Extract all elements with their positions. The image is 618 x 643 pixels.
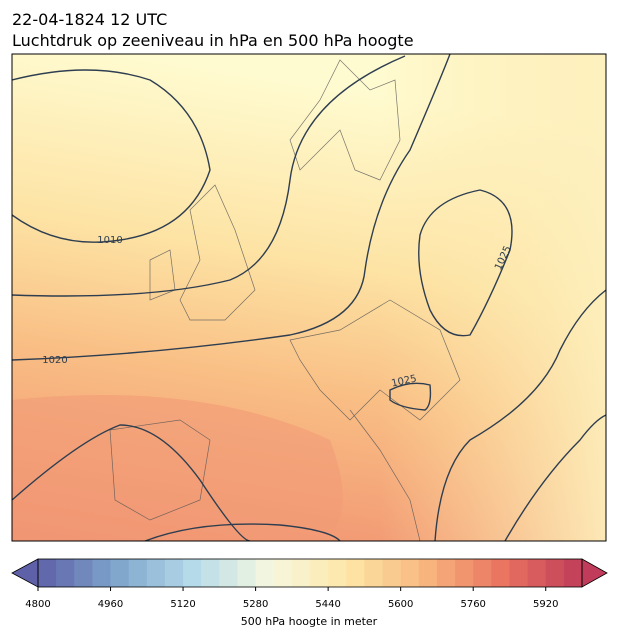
colorbar-tick-label: 5280 — [243, 599, 268, 610]
colorbar-segment — [509, 559, 529, 587]
colorbar-segment — [273, 559, 293, 587]
isobar — [12, 424, 251, 541]
colorbar-segment — [364, 559, 384, 587]
colorbar-segment — [310, 559, 329, 587]
colorbar-segment — [545, 559, 565, 587]
colorbar-segment — [418, 559, 438, 587]
contour-label: 1020 — [42, 355, 67, 366]
map-frame — [11, 53, 607, 542]
colorbar-segment — [128, 559, 148, 587]
isobar — [504, 414, 606, 541]
colorbar-segment — [237, 559, 257, 587]
subtitle: Luchtdruk op zeeniveau in hPa en 500 hPa… — [12, 31, 414, 50]
contour-label: 1025 — [391, 373, 418, 389]
isobar — [418, 189, 513, 337]
colorbar-segment — [328, 559, 347, 587]
colorbar-segment — [255, 559, 275, 587]
colorbar: 4800 4960 5120 5280 5440 5600 5760 5920 — [11, 558, 608, 610]
colorbar-segment — [382, 559, 402, 587]
title: 22-04-1824 12 UTC — [12, 10, 167, 29]
colorbar-segment — [164, 559, 184, 587]
height-field — [380, 54, 606, 541]
height-field — [12, 395, 343, 541]
isobar — [389, 382, 432, 411]
isobar — [144, 523, 341, 541]
isobar — [12, 69, 211, 243]
colorbar-segment — [110, 559, 130, 587]
isobar — [12, 55, 406, 297]
colorbar-segment — [563, 559, 583, 587]
colorbar-segment — [400, 559, 420, 587]
colorbar-segment — [56, 559, 75, 587]
colorbar-segment — [455, 559, 474, 587]
colorbar-tick-label: 4800 — [25, 599, 50, 610]
map: 1010 1020 1025 1025 — [12, 54, 606, 541]
colorbar-tick-label: 4960 — [98, 599, 123, 610]
contour-label: 1010 — [97, 235, 122, 246]
colorbar-extend-low — [11, 558, 39, 588]
colorbar-segment — [74, 559, 93, 587]
colorbar-tick-label: 5920 — [533, 599, 558, 610]
colorbar-segment — [201, 559, 220, 587]
isobar — [434, 289, 606, 541]
colorbar-segment — [92, 559, 112, 587]
colorbar-label: 500 hPa hoogte in meter — [241, 615, 378, 628]
colorbar-segment — [436, 559, 456, 587]
colorbar-segment — [38, 559, 57, 587]
colorbar-tick-label: 5120 — [170, 599, 195, 610]
colorbar-tick-label: 5600 — [388, 599, 413, 610]
colorbar-segment — [146, 559, 166, 587]
isobar — [12, 54, 451, 361]
colorbar-segment — [183, 559, 202, 587]
colorbar-tick-label: 5760 — [460, 599, 485, 610]
colorbar-frame — [37, 558, 583, 588]
colorbar-segment — [291, 559, 311, 587]
colorbar-extend-high — [581, 558, 608, 588]
colorbar-segment — [491, 559, 510, 587]
colorbar-segment — [219, 559, 238, 587]
colorbar-segment — [527, 559, 547, 587]
colorbar-tick-label: 5440 — [315, 599, 340, 610]
colorbar-segment — [473, 559, 492, 587]
colorbar-segment — [346, 559, 365, 587]
